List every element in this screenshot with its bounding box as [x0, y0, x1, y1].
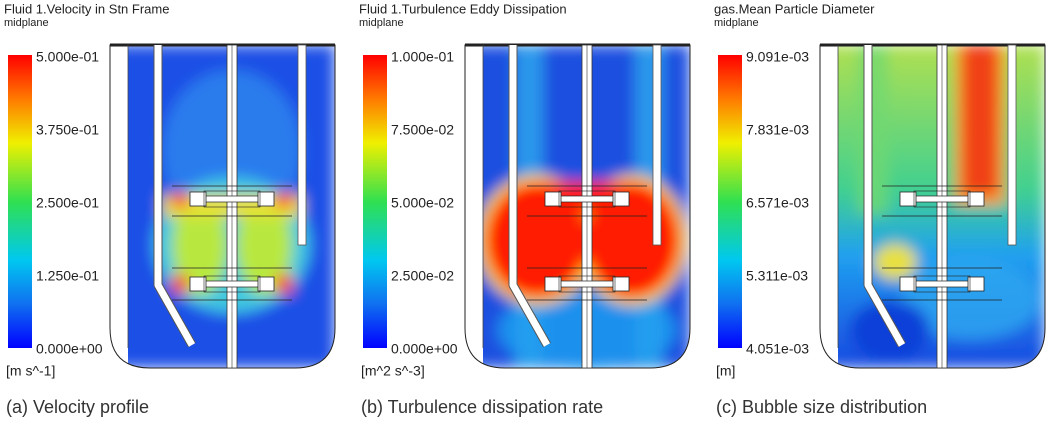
contour-region: [172, 275, 188, 293]
contour-region: [276, 193, 292, 207]
caption: (b) Turbulence dissipation rate: [361, 397, 603, 417]
colorbar-label: 2.500e-02: [391, 268, 454, 284]
impeller-frame: [203, 275, 261, 293]
impeller-frame: [558, 190, 616, 208]
impeller-blade: [899, 276, 917, 292]
colorbar-label: 9.091e-03: [746, 49, 809, 65]
impeller-blade: [544, 191, 562, 207]
impeller-blade: [612, 276, 630, 292]
impeller-frame: [913, 190, 971, 208]
colorbar-label: 4.051e-03: [746, 341, 809, 357]
colorbar: [363, 55, 387, 348]
baffle: [652, 44, 662, 246]
colorbar-label: 7.500e-02: [391, 122, 454, 138]
baffle: [297, 44, 307, 246]
colorbar-label: 7.831e-03: [746, 122, 809, 138]
vessel-wall: [465, 45, 483, 368]
baffle: [1007, 44, 1017, 246]
panel: Fluid 1.Turbulence Eddy Dissipationmidpl…: [359, 1, 691, 417]
contour-region: [172, 195, 228, 295]
panel-subtitle: midplane: [359, 17, 404, 29]
colorbar-label: 5.000e-01: [36, 49, 99, 65]
contour-region: [962, 45, 998, 195]
impeller-blade: [257, 276, 275, 292]
impeller-blade: [967, 276, 985, 292]
dip-tube: [864, 45, 906, 347]
colorbar-label: 3.750e-01: [36, 122, 99, 138]
vessel-outline: [819, 44, 1046, 369]
impeller-blade: [612, 191, 630, 207]
contour-region: [236, 195, 292, 295]
impeller-hub: [556, 195, 618, 203]
panel-title: gas.Mean Particle Diameter: [714, 1, 875, 16]
impeller-hub: [911, 195, 973, 203]
colorbar-label: 0.000e+00: [36, 341, 103, 357]
colorbar-label: 0.000e+00: [391, 341, 458, 357]
panel-subtitle: midplane: [4, 17, 49, 29]
contour-region: [276, 275, 292, 293]
impeller-blade: [257, 191, 275, 207]
colorbar: [8, 55, 32, 348]
impeller-blade: [189, 276, 207, 292]
panel-title: Fluid 1.Turbulence Eddy Dissipation: [359, 1, 567, 16]
impeller-frame: [203, 190, 261, 208]
impeller-frame: [558, 275, 616, 293]
colorbar: [718, 55, 742, 348]
impeller-blade: [899, 191, 917, 207]
impeller-hub: [201, 280, 263, 288]
impeller-frame: [913, 275, 971, 293]
unit-label: [m s^-1]: [6, 363, 55, 379]
vessel-outline: [464, 44, 691, 369]
colorbar-label: 1.250e-01: [36, 268, 99, 284]
caption: (a) Velocity profile: [6, 397, 149, 417]
colorbar-label: 2.500e-01: [36, 195, 99, 211]
impeller-hub: [201, 195, 263, 203]
caption: (c) Bubble size distribution: [716, 397, 927, 417]
colorbar-label: 1.000e-01: [391, 49, 454, 65]
panel-title: Fluid 1.Velocity in Stn Frame: [4, 1, 169, 16]
impeller-blade: [544, 276, 562, 292]
contour-region: [873, 244, 917, 280]
unit-label: [m]: [716, 363, 735, 379]
impeller-blade: [967, 191, 985, 207]
dip-tube: [154, 45, 196, 347]
vessel-outline: [109, 44, 336, 369]
vessel-wall: [110, 45, 128, 368]
colorbar-label: 6.571e-03: [746, 195, 809, 211]
impeller-hub: [556, 280, 618, 288]
panel-subtitle: midplane: [714, 17, 759, 29]
contour-region: [858, 45, 888, 215]
colorbar-label: 5.000e-02: [391, 195, 454, 211]
vessel-wall: [820, 45, 838, 368]
unit-label: [m^2 s^-3]: [361, 363, 425, 379]
colorbar-label: 5.311e-03: [746, 268, 808, 284]
dip-tube: [509, 45, 551, 347]
contour-region: [172, 193, 188, 207]
impeller-hub: [911, 280, 973, 288]
impeller-blade: [189, 191, 207, 207]
